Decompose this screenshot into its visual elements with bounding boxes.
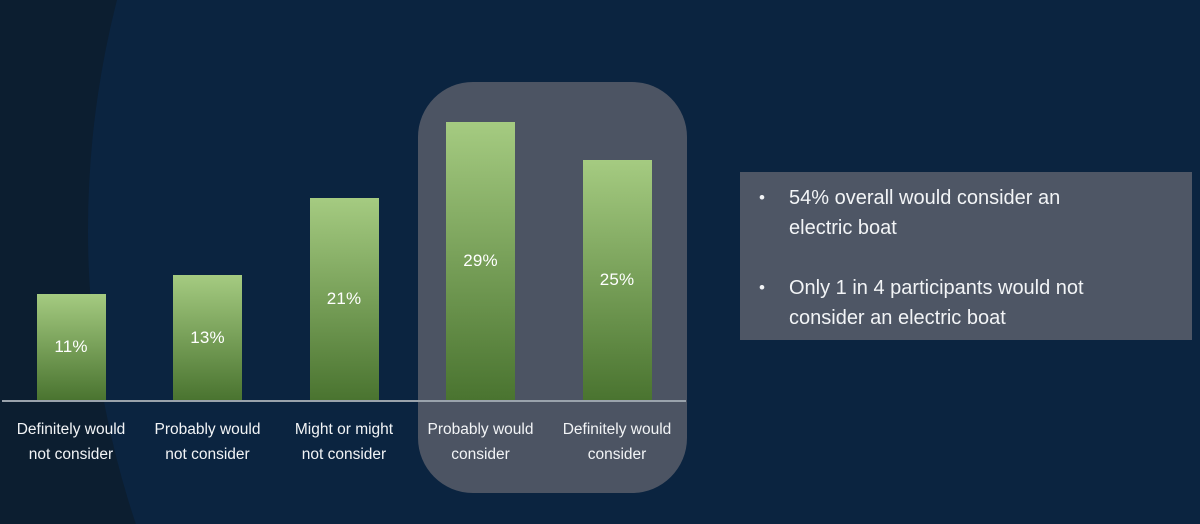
bar: 13% (173, 275, 242, 400)
category-label: Might or might not consider (294, 421, 394, 463)
x-axis-line (2, 400, 686, 402)
category-label: Definitely would not consider (16, 421, 126, 463)
bullet-marker-icon: • (759, 188, 765, 207)
bar-value-label: 13% (190, 327, 225, 347)
bar: 29% (446, 122, 515, 400)
bar-chart: 11% 13% 21% 29% 25% Definitely would not con… (2, 122, 686, 463)
bar: 25% (582, 160, 652, 400)
category-label: Probably would not consider (154, 421, 261, 463)
bar-value-label: 21% (326, 289, 362, 308)
category-label: Definitely would consider (562, 421, 672, 463)
bar-value-label: 11% (54, 337, 88, 356)
bullet-marker-icon: • (759, 278, 765, 297)
bullet-item: • 54% overall would consider an electric… (756, 183, 1174, 243)
bullet-text: Only 1 in 4 participants would not consi… (789, 277, 1084, 329)
insights-panel: • 54% overall would consider an electric… (740, 172, 1192, 340)
bar-value-label: 25% (599, 270, 635, 289)
category-label: Probably would consider (427, 421, 534, 463)
bar: 11% (36, 294, 106, 400)
bullet-text: 54% overall would consider an electric b… (789, 187, 1061, 239)
bar-value-label: 29% (463, 251, 498, 270)
bar: 21% (309, 198, 379, 400)
bullet-item: • Only 1 in 4 participants would not con… (756, 273, 1174, 333)
